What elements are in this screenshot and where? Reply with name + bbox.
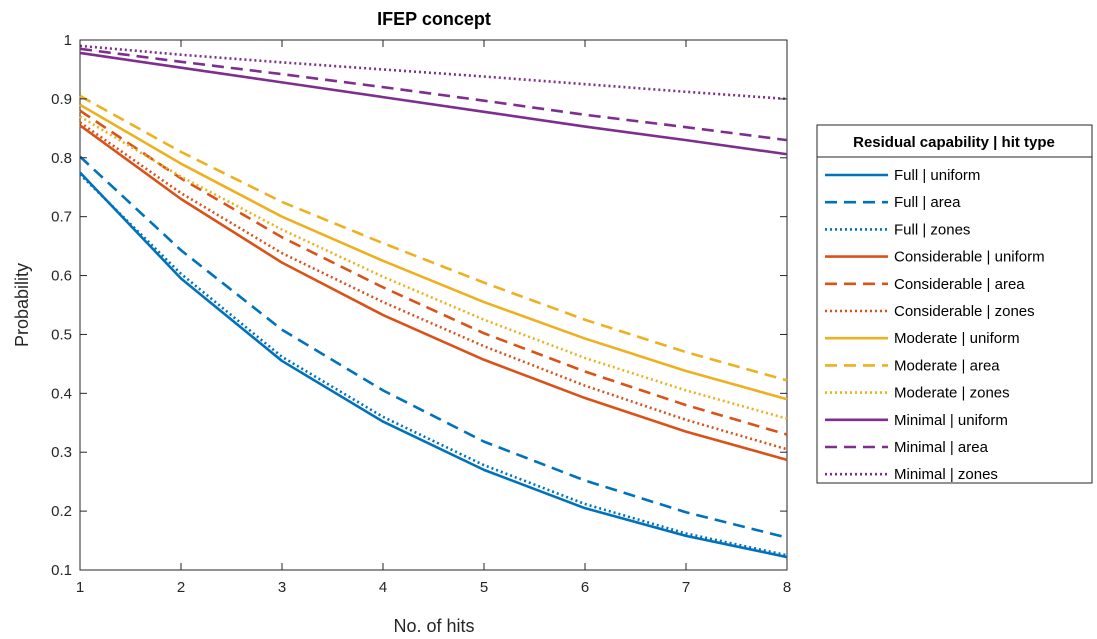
- x-tick-label: 4: [379, 579, 387, 596]
- legend-item: Considerable | zones: [825, 303, 1035, 320]
- y-tick-label: 0.9: [51, 91, 72, 108]
- y-tick-label: 1: [64, 32, 72, 49]
- x-axis-label: No. of hits: [393, 616, 474, 636]
- legend-label: Full | zones: [894, 221, 970, 238]
- legend-label: Considerable | uniform: [894, 249, 1045, 266]
- legend-label: Considerable | zones: [894, 303, 1035, 320]
- plot-area: 1 2 3 4 5 6 7 8 0.1 0.2 0.3 0.4 0.5 0.6 0.7 0.8 0.9 1: [51, 32, 791, 596]
- x-axis-ticks: 1 2 3 4 5 6 7 8: [76, 40, 791, 596]
- legend-item: Full | area: [825, 194, 961, 211]
- legend-item: Moderate | area: [825, 357, 1000, 374]
- legend-label: Full | uniform: [894, 167, 980, 184]
- chart-title: IFEP concept: [377, 9, 491, 29]
- series-line-8: [79, 94, 788, 382]
- legend-item: Full | uniform: [825, 167, 980, 184]
- series-line-7: [79, 103, 788, 401]
- legend-item: Minimal | area: [825, 439, 989, 456]
- series-line-4: [79, 124, 788, 462]
- series-line-2: [79, 155, 788, 539]
- x-tick-label: 1: [76, 579, 84, 596]
- y-tick-label: 0.5: [51, 326, 72, 343]
- legend-item: Minimal | zones: [825, 466, 998, 483]
- legend-item: Full | zones: [825, 221, 970, 238]
- legend-item: Moderate | zones: [825, 385, 1010, 402]
- series-line-9: [79, 115, 788, 420]
- legend-title: Residual capability | hit type: [853, 134, 1055, 151]
- series-lines: [79, 44, 788, 559]
- y-tick-label: 0.1: [51, 562, 72, 579]
- series-line-6: [79, 121, 788, 451]
- x-tick-label: 8: [783, 579, 791, 596]
- axes-box: [79, 39, 788, 571]
- legend-box: [816, 124, 1093, 484]
- legend-label: Full | area: [894, 194, 961, 211]
- legend: Residual capability | hit type Full | un…: [816, 124, 1093, 484]
- y-tick-label: 0.7: [51, 209, 72, 226]
- legend-label: Moderate | zones: [894, 385, 1010, 402]
- x-tick-label: 3: [278, 579, 286, 596]
- series-line-12: [79, 44, 788, 101]
- x-tick-label: 2: [177, 579, 185, 596]
- series-line-11: [79, 47, 788, 142]
- y-tick-label: 0.3: [51, 444, 72, 461]
- legend-item: Considerable | area: [825, 276, 1025, 293]
- legend-label: Moderate | uniform: [894, 330, 1020, 347]
- legend-item: Moderate | uniform: [825, 330, 1020, 347]
- legend-items: Full | uniform Full | area Full | zones Con…: [825, 167, 1045, 483]
- series-line-3: [79, 173, 788, 557]
- legend-label: Minimal | uniform: [894, 412, 1008, 429]
- x-tick-label: 5: [480, 579, 488, 596]
- legend-item: Minimal | uniform: [825, 412, 1008, 429]
- y-axis-ticks: 0.1 0.2 0.3 0.4 0.5 0.6 0.7 0.8 0.9 1: [51, 32, 787, 579]
- y-axis-label: Probability: [12, 263, 32, 347]
- legend-label: Minimal | area: [894, 439, 989, 456]
- series-line-1: [79, 171, 788, 559]
- legend-label: Moderate | area: [894, 357, 1000, 374]
- series-line-5: [79, 109, 788, 436]
- y-tick-label: 0.6: [51, 268, 72, 285]
- legend-label: Considerable | area: [894, 276, 1025, 293]
- series-line-10: [79, 51, 788, 156]
- x-tick-label: 7: [682, 579, 690, 596]
- y-tick-label: 0.8: [51, 150, 72, 167]
- y-tick-label: 0.2: [51, 503, 72, 520]
- y-tick-label: 0.4: [51, 385, 72, 402]
- x-tick-label: 6: [581, 579, 589, 596]
- legend-item: Considerable | uniform: [825, 249, 1045, 266]
- legend-label: Minimal | zones: [894, 466, 998, 483]
